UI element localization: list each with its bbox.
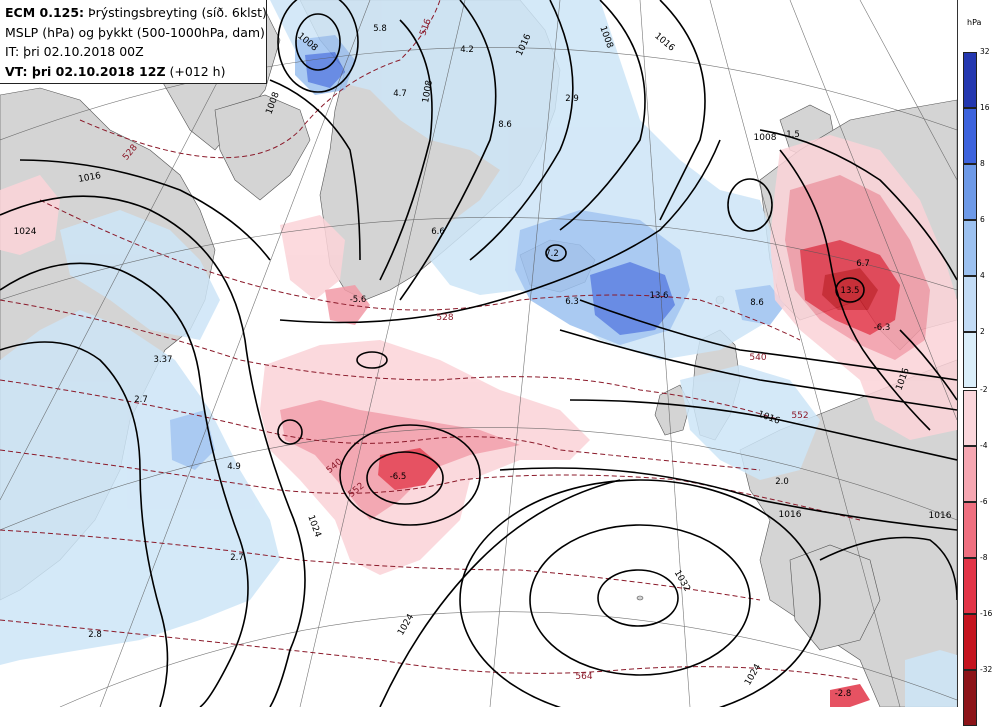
negative-swatch — [963, 614, 977, 670]
thickness-label: 528 — [436, 313, 453, 323]
model-name: ECM 0.125: — [5, 5, 85, 20]
positive-swatch — [963, 108, 977, 164]
negative-label: -16 — [980, 609, 993, 618]
negative-label: -4 — [980, 441, 988, 450]
land-baffin — [214, 94, 311, 201]
negative-label: -2 — [980, 385, 988, 394]
value-label: 13.6 — [650, 291, 669, 301]
value-label: 2.9 — [565, 94, 579, 104]
positive-label: 6 — [980, 215, 985, 224]
thickness-label: 540 — [749, 353, 766, 363]
isobar-contours — [0, 0, 957, 707]
pressure-map: 1008 1016 1024 1008 1016 1008 1016 1008 … — [0, 0, 957, 707]
value-label: 13.5 — [841, 286, 860, 296]
value-label: 7.2 — [545, 249, 559, 259]
negative-swatch — [963, 670, 977, 726]
value-label: 1.5 — [786, 130, 800, 140]
positive-swatch — [963, 276, 977, 332]
land-iberia — [789, 544, 881, 651]
value-labels: 5.8 4.2 4.7 2.9 8.6 6.6 7.2 6.3 13.6 8.6… — [88, 24, 890, 699]
forecast-step: (+012 h) — [165, 63, 226, 79]
positive-label: 32 — [980, 47, 990, 56]
field-name: Þrýstingsbreyting (síð. 6klst) — [84, 5, 267, 20]
value-label: -6.5 — [390, 472, 407, 482]
negative-swatch — [963, 390, 977, 446]
value-label: 2.0 — [775, 477, 789, 487]
subtitle-line: MSLP (hPa) og þykkt (500-1000hPa, dam) — [5, 24, 265, 40]
value-label: 4.9 — [227, 462, 241, 472]
isobar-label: 1016 — [779, 510, 802, 520]
isobar-label: 1024 — [14, 227, 37, 237]
positive-swatch — [963, 332, 977, 388]
value-label: 6.7 — [856, 259, 870, 269]
isobar-label: 1008 — [421, 79, 435, 104]
value-label: 6.3 — [565, 297, 579, 307]
isobar-label: 1008 — [754, 133, 777, 143]
positive-label: 4 — [980, 271, 985, 280]
positive-swatch — [963, 220, 977, 276]
value-label: -2.8 — [835, 689, 852, 699]
land-ireland — [654, 384, 691, 436]
value-label: 4.7 — [393, 89, 407, 99]
map-area: 1008 1016 1024 1008 1016 1008 1016 1008 … — [0, 0, 958, 707]
positive-label: 8 — [980, 159, 985, 168]
value-label: 8.6 — [498, 120, 512, 130]
valid-time: VT: þri 02.10.2018 12Z — [5, 63, 166, 79]
positive-label: 2 — [980, 327, 985, 336]
value-label: -5.6 — [350, 295, 367, 305]
title-line: ECM 0.125: Þrýstingsbreyting (síð. 6klst… — [5, 3, 267, 23]
positive-label: 16 — [980, 103, 990, 112]
value-label: 2.7 — [134, 395, 148, 405]
init-time: IT: þri 02.10.2018 00Z — [5, 44, 144, 59]
value-label: 4.2 — [460, 45, 474, 55]
value-label: 2.7 — [230, 553, 244, 563]
value-label: 8.6 — [750, 298, 764, 308]
value-label: -6.3 — [874, 323, 891, 333]
positive-swatch — [963, 164, 977, 220]
value-label: 3.37 — [154, 355, 173, 365]
negative-swatch — [963, 502, 977, 558]
isobar-label: 1016 — [78, 171, 103, 185]
value-label: 5.8 — [373, 24, 387, 34]
negative-label: -6 — [980, 497, 988, 506]
negative-label: -32 — [980, 665, 993, 674]
isobar-label: 1016 — [929, 511, 952, 521]
positive-swatch — [963, 52, 977, 108]
negative-label: -8 — [980, 553, 988, 562]
legend-unit: hPa — [967, 18, 982, 27]
thickness-label: 552 — [791, 411, 808, 421]
map-info-box: ECM 0.125: Þrýstingsbreyting (síð. 6klst… — [0, 0, 267, 84]
valid-time-line: VT: þri 02.10.2018 12Z (+012 h) — [5, 62, 266, 82]
value-label: 2.8 — [88, 630, 102, 640]
negative-swatch — [963, 558, 977, 614]
thickness-label: 564 — [575, 672, 592, 682]
negative-swatch — [963, 446, 977, 502]
value-label: 6.6 — [431, 227, 445, 237]
